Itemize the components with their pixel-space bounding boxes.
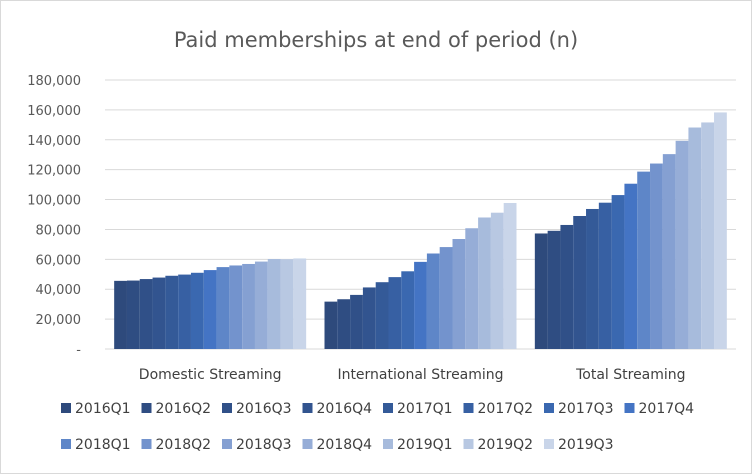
category-label: International Streaming [337, 367, 503, 383]
bar [280, 259, 294, 349]
category-label: Total Streaming [575, 367, 685, 383]
bar [229, 265, 243, 349]
bar [152, 277, 166, 349]
y-tick-label: 180,000 [27, 74, 81, 89]
legend-swatch [61, 439, 71, 449]
y-tick-label: 20,000 [36, 313, 82, 328]
bar [478, 217, 491, 349]
bar [611, 195, 625, 349]
legend-swatch [222, 403, 232, 413]
bar [490, 212, 504, 349]
bar [165, 275, 179, 349]
legend-label: 2016Q4 [317, 401, 373, 417]
bar [534, 233, 548, 349]
legend-label: 2017Q2 [478, 401, 534, 417]
legend-label: 2018Q2 [156, 437, 212, 453]
legend-label: 2018Q1 [75, 437, 131, 453]
legend-swatch [383, 403, 393, 413]
bar [126, 280, 140, 349]
bar [637, 171, 651, 349]
bar [401, 271, 415, 349]
bar [337, 299, 351, 349]
legend-swatch [463, 439, 474, 449]
legend-label: 2016Q2 [156, 401, 212, 417]
legend-swatch [61, 403, 71, 413]
legend-swatch [141, 439, 152, 449]
bar [114, 280, 127, 349]
bar [350, 294, 363, 349]
bars [114, 112, 727, 349]
bar [547, 230, 561, 349]
legend-swatch [463, 403, 474, 413]
legend: 2016Q1 2016Q2 2016Q3 2016Q4 2017Q1 2017Q2 2017… [61, 401, 694, 453]
legend-label: 2017Q3 [558, 401, 614, 417]
chart-title: Paid memberships at end of period (n) [174, 28, 578, 52]
legend-swatch [383, 439, 393, 449]
legend-label: 2018Q3 [236, 437, 292, 453]
y-tick-label: 80,000 [36, 223, 82, 238]
legend-swatch [141, 403, 152, 413]
legend-swatch [302, 439, 313, 449]
bar [503, 202, 517, 349]
legend-label: 2019Q1 [397, 437, 453, 453]
y-tick-label: 120,000 [27, 164, 81, 179]
legend-label: 2018Q4 [317, 437, 373, 453]
y-axis-ticks: - 20,000 40,000 60,000 80,000 100,000 120,000 1… [27, 74, 81, 358]
bar [267, 259, 281, 349]
bar [586, 208, 599, 349]
y-tick-label: - [76, 343, 81, 358]
bar [426, 253, 440, 349]
bar [452, 239, 466, 349]
bar [324, 301, 338, 349]
legend-label: 2019Q2 [478, 437, 534, 453]
bar [624, 183, 638, 349]
bar [242, 263, 255, 349]
bar [598, 202, 612, 349]
bar [293, 258, 307, 349]
legend-swatch [624, 403, 635, 413]
bar [675, 140, 689, 349]
legend-label: 2017Q1 [397, 401, 453, 417]
legend-swatch [544, 403, 554, 413]
bar [662, 154, 676, 349]
legend-label: 2019Q3 [558, 437, 614, 453]
legend-label: 2016Q1 [75, 401, 131, 417]
y-tick-label: 140,000 [27, 134, 81, 149]
x-axis-categories: Domestic Streaming International Streamin… [139, 367, 686, 383]
bar [254, 261, 268, 349]
bar [714, 112, 727, 349]
bar [465, 228, 479, 349]
bar [439, 247, 453, 349]
legend-swatch [544, 439, 554, 449]
y-tick-label: 100,000 [27, 194, 81, 209]
y-tick-label: 40,000 [36, 283, 82, 298]
bar [701, 122, 715, 349]
legend-label: 2016Q3 [236, 401, 292, 417]
bar [178, 274, 191, 349]
legend-swatch [222, 439, 232, 449]
bar [216, 267, 230, 349]
bar [139, 279, 153, 349]
bar [362, 287, 376, 349]
bar [388, 277, 402, 349]
y-tick-label: 60,000 [36, 253, 82, 268]
category-label: Domestic Streaming [139, 367, 282, 383]
bar [414, 261, 427, 349]
bar [375, 282, 389, 349]
bar [573, 215, 587, 349]
bar [560, 224, 574, 349]
bar [688, 127, 702, 349]
y-tick-label: 160,000 [27, 104, 81, 119]
bar [650, 163, 663, 349]
bar [190, 272, 204, 349]
bar [203, 270, 217, 349]
legend-label: 2017Q4 [639, 401, 695, 417]
legend-swatch [302, 403, 313, 413]
